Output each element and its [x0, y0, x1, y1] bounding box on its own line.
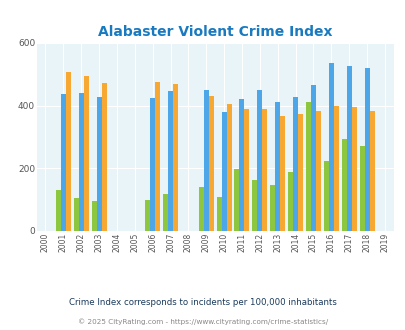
Bar: [257, 90, 262, 231]
Bar: [208, 96, 213, 231]
Bar: [270, 184, 275, 231]
Bar: [56, 190, 61, 231]
Text: © 2025 CityRating.com - https://www.cityrating.com/crime-statistics/: © 2025 CityRating.com - https://www.city…: [78, 318, 327, 325]
Bar: [333, 106, 338, 231]
Bar: [275, 102, 279, 231]
Bar: [203, 90, 208, 231]
Bar: [244, 109, 249, 231]
Bar: [216, 197, 221, 231]
Bar: [221, 112, 226, 231]
Bar: [297, 114, 302, 231]
Bar: [305, 102, 310, 231]
Bar: [226, 104, 231, 231]
Bar: [101, 83, 106, 231]
Bar: [155, 82, 160, 231]
Bar: [279, 115, 284, 231]
Bar: [346, 66, 351, 231]
Bar: [66, 72, 70, 231]
Bar: [359, 147, 364, 231]
Bar: [79, 93, 83, 231]
Bar: [61, 94, 66, 231]
Bar: [341, 139, 346, 231]
Bar: [168, 91, 173, 231]
Bar: [328, 63, 333, 231]
Bar: [96, 97, 101, 231]
Bar: [234, 169, 239, 231]
Bar: [74, 198, 79, 231]
Bar: [92, 201, 96, 231]
Bar: [252, 180, 257, 231]
Bar: [369, 111, 373, 231]
Bar: [288, 172, 292, 231]
Bar: [150, 98, 155, 231]
Bar: [262, 109, 266, 231]
Bar: [364, 68, 369, 231]
Bar: [292, 97, 297, 231]
Bar: [315, 111, 320, 231]
Bar: [351, 107, 356, 231]
Bar: [198, 187, 203, 231]
Bar: [145, 200, 150, 231]
Bar: [239, 99, 244, 231]
Bar: [163, 194, 168, 231]
Title: Alabaster Violent Crime Index: Alabaster Violent Crime Index: [98, 25, 332, 39]
Bar: [83, 76, 88, 231]
Bar: [323, 161, 328, 231]
Text: Crime Index corresponds to incidents per 100,000 inhabitants: Crime Index corresponds to incidents per…: [69, 298, 336, 307]
Bar: [173, 84, 177, 231]
Bar: [310, 85, 315, 231]
